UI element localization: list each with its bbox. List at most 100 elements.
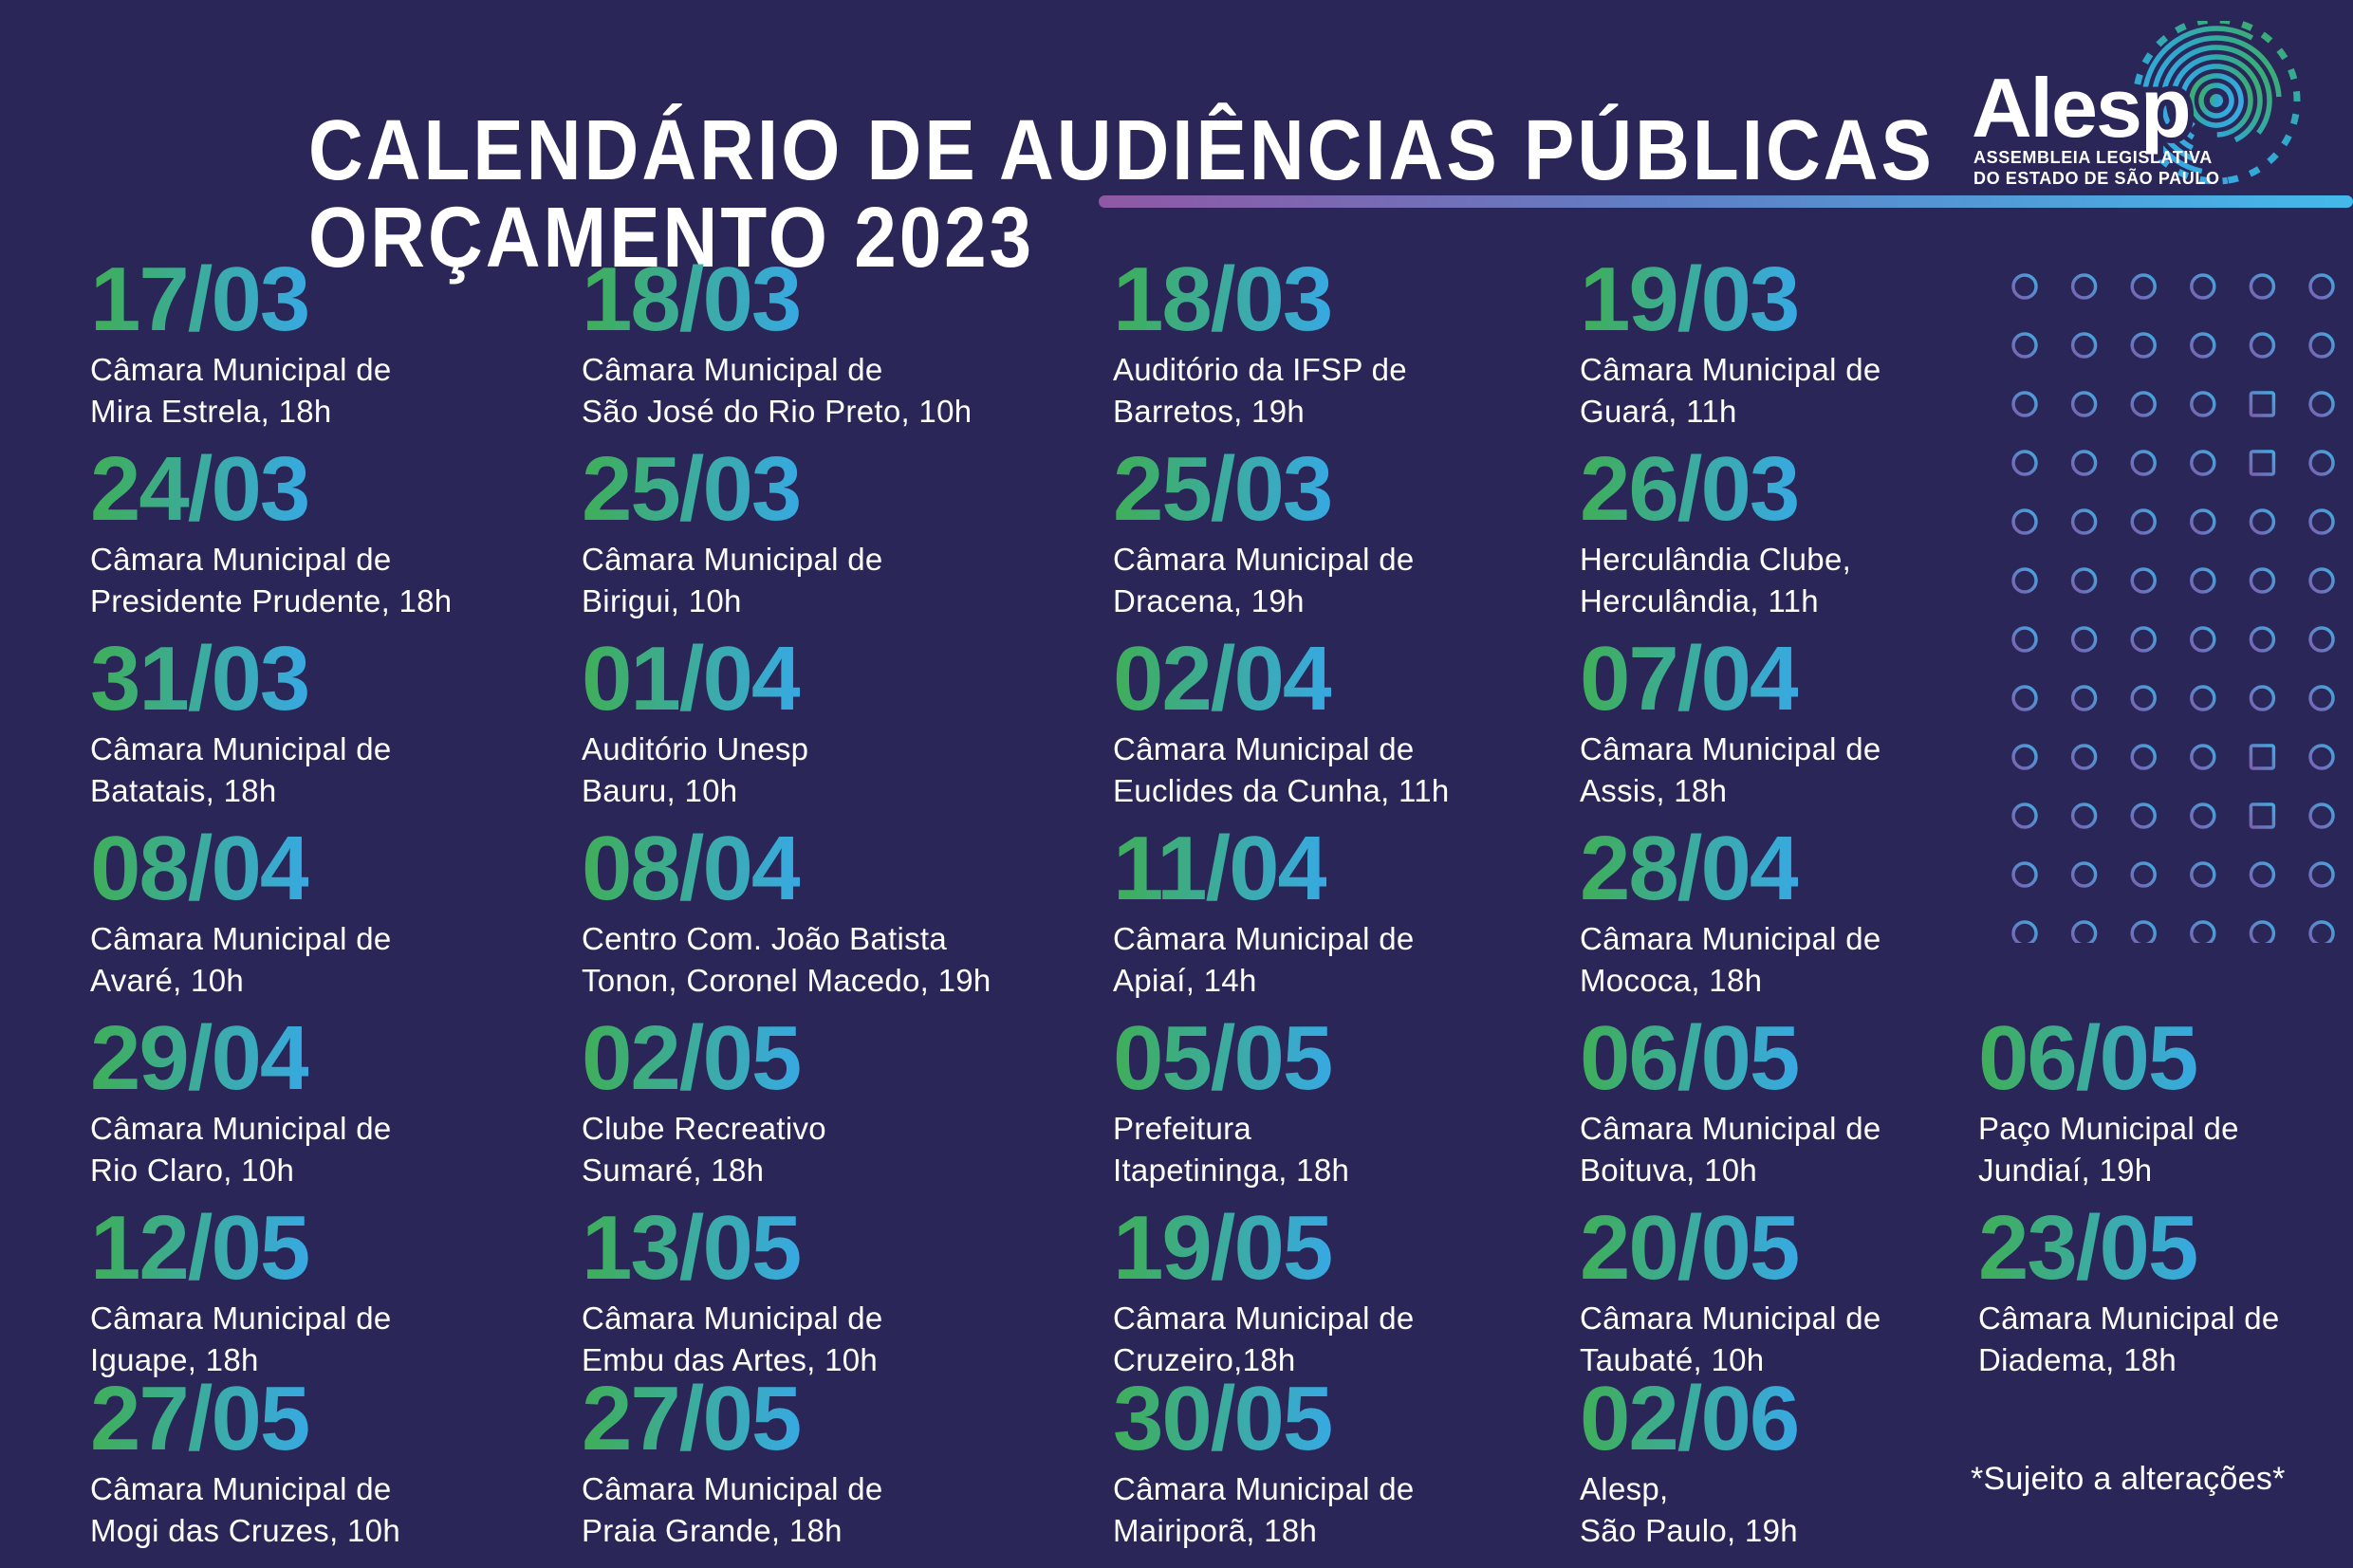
pattern-circle (2130, 802, 2157, 829)
pattern-circle (2011, 450, 2038, 476)
venue-line: Herculândia Clube, (1580, 542, 1852, 578)
pattern-circle (2011, 567, 2038, 594)
pattern-circle (2249, 273, 2276, 300)
pattern-circle (2190, 450, 2216, 476)
pattern-square (2249, 391, 2276, 417)
venue-line: Câmara Municipal de (90, 1471, 392, 1507)
calendar-entry: 31/03 Câmara Municipal de Batatais, 18h (90, 633, 392, 812)
entry-date: 12/05 (90, 1197, 310, 1299)
pattern-circle (2190, 920, 2216, 943)
venue-line: São Paulo, 19h (1580, 1513, 1798, 1549)
entry-venue: Câmara Municipal de Mairiporã, 18h (1113, 1468, 1415, 1552)
entry-date: 18/03 (582, 249, 802, 350)
pattern-circle (2011, 508, 2038, 535)
entry-venue: Câmara Municipal de Assis, 18h (1580, 729, 1881, 812)
entry-venue: Câmara Municipal de Diadema, 18h (1978, 1298, 2280, 1381)
venue-line: Sumaré, 18h (582, 1153, 765, 1189)
venue-line: Auditório Unesp (582, 731, 809, 767)
pattern-circle (2249, 920, 2276, 943)
calendar-entry: 19/05 Câmara Municipal de Cruzeiro,18h (1113, 1197, 1415, 1381)
venue-line: Prefeitura (1113, 1111, 1252, 1147)
entry-venue: Câmara Municipal de Boituva, 10h (1580, 1108, 1881, 1191)
entry-venue: Câmara Municipal de Rio Claro, 10h (90, 1108, 392, 1191)
venue-line: Câmara Municipal de (1580, 1301, 1881, 1337)
entry-date: 08/04 (582, 818, 802, 919)
venue-line: Iguape, 18h (90, 1342, 259, 1378)
pattern-square (2249, 450, 2276, 476)
entry-venue: Câmara Municipal de Mira Estrela, 18h (90, 349, 392, 433)
venue-line: Clube Recreativo (582, 1111, 826, 1147)
pattern-circle (2308, 450, 2335, 476)
entry-date: 28/04 (1580, 818, 1800, 919)
pattern-circle (2070, 744, 2098, 770)
pattern-circle (2308, 391, 2335, 417)
venue-line: Câmara Municipal de (582, 542, 883, 578)
venue-line: Guará, 11h (1580, 394, 1737, 430)
entry-date: 02/06 (1580, 1368, 1800, 1469)
pattern-circle (2011, 802, 2038, 829)
venue-line: Tonon, Coronel Macedo, 19h (582, 963, 991, 999)
pattern-circle (2249, 567, 2276, 594)
pattern-circle (2249, 508, 2276, 535)
venue-line: Câmara Municipal de (1113, 542, 1415, 578)
pattern-circle (2190, 802, 2216, 829)
venue-line: Assis, 18h (1580, 773, 1728, 809)
entry-venue: Câmara Municipal de Embu das Artes, 10h (582, 1298, 883, 1381)
entry-venue: Auditório da IFSP de Barretos, 19h (1113, 349, 1407, 433)
entry-date: 26/03 (1580, 438, 1800, 540)
entry-venue: Câmara Municipal de Avaré, 10h (90, 918, 392, 1002)
pattern-circle (2308, 332, 2335, 359)
entry-venue: Alesp, São Paulo, 19h (1580, 1468, 1798, 1552)
pattern-circle (2130, 685, 2157, 711)
venue-line: Bauru, 10h (582, 773, 738, 809)
entry-date: 19/05 (1113, 1197, 1333, 1299)
venue-line: Câmara Municipal de (1580, 921, 1881, 957)
pattern-circle (2308, 626, 2335, 653)
calendar-entry: 29/04 Câmara Municipal de Rio Claro, 10h (90, 1012, 392, 1191)
venue-line: Cruzeiro,18h (1113, 1342, 1296, 1378)
entry-date: 13/05 (582, 1197, 802, 1299)
calendar-entry: 23/05 Câmara Municipal de Diadema, 18h (1978, 1202, 2280, 1381)
pattern-circle (2249, 685, 2276, 711)
entry-date: 25/03 (1113, 438, 1333, 540)
entry-venue: Câmara Municipal de Mococa, 18h (1580, 918, 1881, 1002)
pattern-circle (2130, 626, 2157, 653)
entry-date: 07/04 (1580, 628, 1800, 729)
pattern-circle (2011, 332, 2038, 359)
venue-line: Câmara Municipal de (1978, 1301, 2280, 1337)
venue-line: Câmara Municipal de (1580, 352, 1881, 388)
venue-line: Embu das Artes, 10h (582, 1342, 879, 1378)
calendar-entry: 18/03 Auditório da IFSP de Barretos, 19h (1113, 253, 1407, 433)
venue-line: Câmara Municipal de (90, 1111, 392, 1147)
logo-subtitle-2: DO ESTADO DE SÃO PAULO (1973, 168, 2220, 188)
page-title-line-1: CALENDÁRIO DE AUDIÊNCIAS PÚBLICAS (308, 101, 1935, 197)
pattern-circle (2308, 685, 2335, 711)
calendar-entry: 08/04 Câmara Municipal de Avaré, 10h (90, 822, 392, 1002)
pattern-circle (2011, 861, 2038, 888)
entry-venue: Câmara Municipal de Taubaté, 10h (1580, 1298, 1881, 1381)
pattern-circle (2130, 508, 2157, 535)
venue-line: Presidente Prudente, 18h (90, 583, 453, 619)
calendar-entry: 17/03 Câmara Municipal de Mira Estrela, 1… (90, 253, 392, 433)
pattern-circle (2190, 391, 2216, 417)
calendar-entry: 19/03 Câmara Municipal de Guará, 11h (1580, 253, 1881, 433)
entry-venue: Câmara Municipal de Batatais, 18h (90, 729, 392, 812)
pattern-circle (2190, 273, 2216, 300)
pattern-circle (2190, 861, 2216, 888)
pattern-circle (2249, 626, 2276, 653)
pattern-circle (2190, 626, 2216, 653)
dot-pattern (2011, 273, 2335, 943)
venue-line: Itapetininga, 18h (1113, 1153, 1350, 1189)
calendar-entry: 06/05 Paço Municipal de Jundiaí, 19h (1978, 1007, 2239, 1191)
entry-venue: Câmara Municipal de Birigui, 10h (582, 539, 883, 622)
entry-venue: Câmara Municipal de Cruzeiro,18h (1113, 1298, 1415, 1381)
entry-date: 06/05 (1978, 1007, 2198, 1109)
venue-line: Praia Grande, 18h (582, 1513, 843, 1549)
entry-date: 24/03 (90, 438, 310, 540)
pattern-circle (2130, 391, 2157, 417)
pattern-circle (2130, 920, 2157, 943)
entry-venue: Câmara Municipal de Praia Grande, 18h (582, 1468, 883, 1552)
entry-venue: Câmara Municipal de Iguape, 18h (90, 1298, 392, 1381)
title-gradient-rule (1099, 195, 2353, 208)
